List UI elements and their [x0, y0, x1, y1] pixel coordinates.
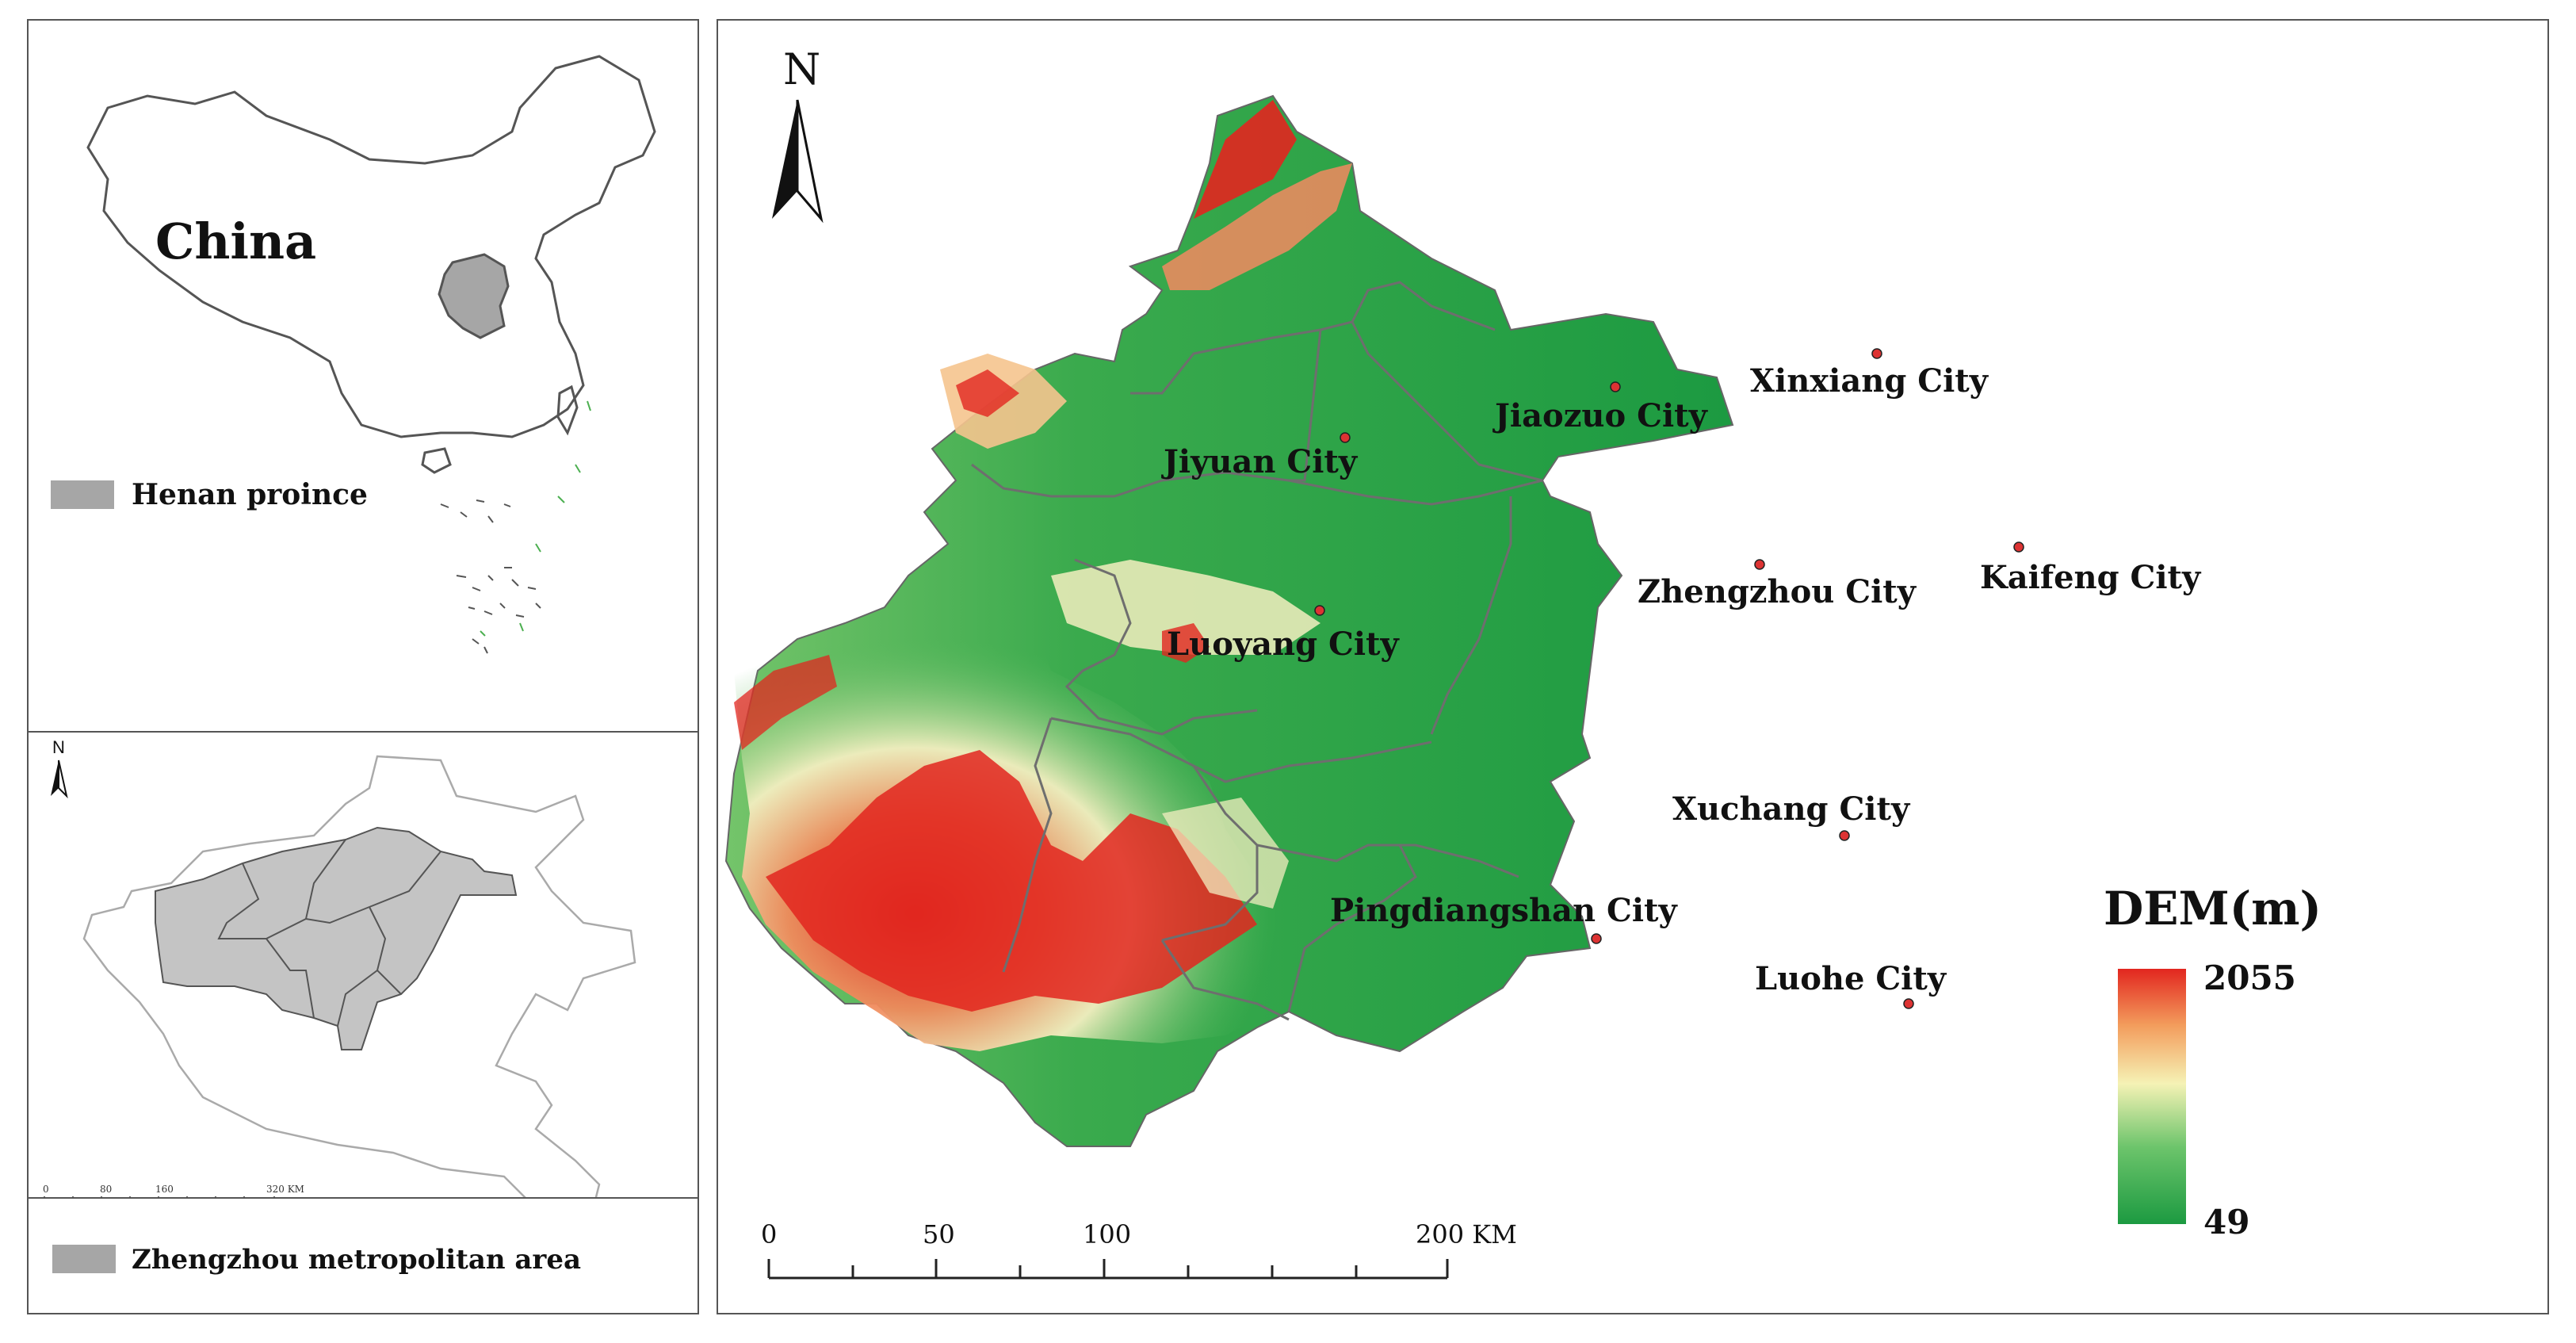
svg-text:80: 80	[100, 1184, 112, 1195]
dem-legend-bar	[2118, 969, 2186, 1224]
dem-peak-north	[1194, 100, 1297, 219]
henan-province-shape	[438, 253, 510, 339]
scale-label-200: 200 KM	[1416, 1219, 1517, 1249]
city-markers	[1314, 348, 2024, 1009]
city-label-kaifeng: Kaifeng City	[1980, 559, 2202, 596]
city-boundaries	[971, 281, 1543, 1021]
scale-label-50: 50	[923, 1219, 955, 1249]
city-point-luoyang	[1314, 605, 1325, 616]
city-label-jiaozuo: Jiaozuo City	[1492, 397, 1709, 434]
svg-text:N: N	[783, 44, 820, 94]
dem-peak-northwest	[956, 369, 1019, 417]
city-point-luohe	[1903, 998, 1914, 1009]
svg-text:320 KM: 320 KM	[266, 1184, 304, 1195]
china-title: China	[155, 212, 316, 270]
scale-label-100: 100	[1083, 1219, 1131, 1249]
svg-text:160: 160	[155, 1184, 174, 1195]
china-outline	[86, 55, 656, 438]
north-arrow: N	[783, 44, 820, 94]
henan-inset-map: N 0 80 1	[43, 737, 636, 1218]
city-point-xinxiang	[1871, 348, 1882, 359]
city-label-xuchang: Xuchang City	[1672, 790, 1911, 828]
city-label-xinxiang: Xinxiang City	[1750, 362, 1989, 400]
city-label-luohe: Luohe City	[1755, 960, 1947, 997]
henan-legend-label: Henan proince	[132, 478, 368, 511]
dem-highland-central	[1051, 560, 1320, 655]
dem-legend-min: 49	[2203, 1203, 2249, 1242]
metropolitan-area-shape	[155, 826, 518, 1050]
dem-peak-southwest	[766, 750, 1257, 1012]
city-point-pingdingshan	[1591, 933, 1602, 944]
dem-legend-title: DEM(m)	[2104, 882, 2322, 936]
city-point-jiaozuo	[1610, 381, 1621, 392]
metropolitan-legend-swatch	[52, 1245, 116, 1273]
dem-peak-central	[1162, 623, 1210, 663]
dem-highland-west-edge	[734, 655, 837, 750]
dem-legend-max: 2055	[2203, 958, 2296, 997]
scale-label-0: 0	[761, 1219, 777, 1249]
china-inset-panel: China Henan proince	[27, 19, 699, 733]
city-point-xuchang	[1839, 830, 1850, 841]
scale-bar	[767, 1259, 1449, 1280]
city-labels: Jiyuan City Jiaozuo City Xinxiang City K…	[1161, 362, 2202, 997]
svg-text:0: 0	[43, 1184, 49, 1195]
china-inset-map: China Henan proince	[51, 55, 656, 654]
hainan-shape	[421, 447, 452, 474]
island-green-marks	[480, 400, 591, 637]
dem-highland-north	[1162, 163, 1352, 290]
south-china-sea-islands	[440, 499, 541, 654]
metropolitan-legend-label: Zhengzhou metropolitan area	[132, 1244, 581, 1276]
dem-map: N	[724, 44, 2322, 1280]
city-point-jiyuan	[1340, 432, 1351, 443]
city-label-zhengzhou: Zhengzhou City	[1638, 573, 1917, 610]
taiwan-shape	[556, 385, 579, 436]
inset-scale-labels: 0 80 160 320 KM	[43, 1184, 304, 1195]
main-map-panel: N	[717, 19, 2549, 1314]
svg-text:N: N	[52, 737, 65, 757]
city-label-jiyuan: Jiyuan City	[1161, 443, 1359, 480]
henan-legend-swatch	[51, 480, 114, 509]
metropolitan-legend-panel: Zhengzhou metropolitan area	[27, 1197, 699, 1314]
inset-north-arrow: N	[51, 737, 68, 799]
city-point-zhengzhou	[1754, 559, 1765, 570]
city-label-pingdingshan: Pingdiangshan City	[1330, 892, 1678, 929]
city-label-luoyang: Luoyang City	[1167, 626, 1401, 663]
scale-bar-labels: 0 50 100 200 KM	[761, 1219, 1517, 1249]
metropolitan-area-inner-boundaries	[217, 839, 441, 1027]
city-point-kaifeng	[2013, 541, 2024, 553]
